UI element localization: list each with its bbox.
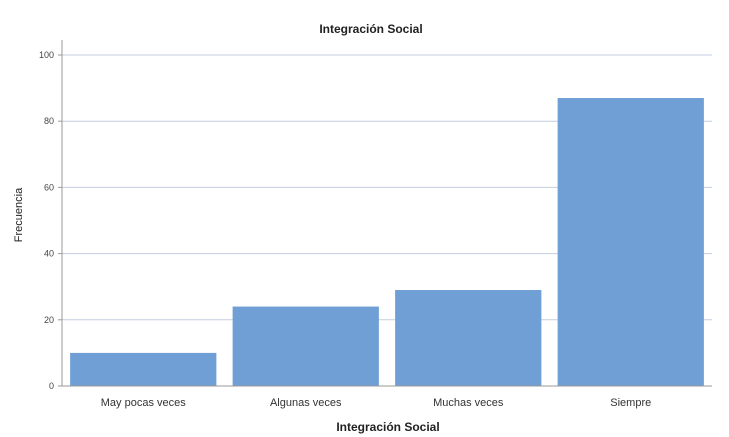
bar-1 [232, 306, 379, 386]
y-tick-label-2: 40 [44, 249, 54, 259]
y-tick-label-5: 100 [39, 50, 54, 60]
chart-title: Integración Social [319, 22, 422, 36]
x-tick-label-1: Algunas veces [270, 397, 342, 409]
bars [70, 98, 704, 386]
x-tick-label-0: May pocas veces [101, 397, 186, 409]
x-tick-label-3: Siempre [610, 397, 651, 409]
x-axis-ticks: May pocas veces Algunas veces Muchas veces… [101, 397, 651, 409]
y-axis-label: Frecuencia [13, 187, 25, 242]
y-tick-label-3: 60 [44, 182, 54, 192]
bar-3 [557, 98, 704, 386]
bar-0 [70, 352, 217, 386]
y-tick-label-0: 0 [49, 381, 54, 391]
bar-2 [395, 290, 542, 386]
y-tick-label-4: 80 [44, 116, 54, 126]
x-tick-label-2: Muchas veces [433, 397, 504, 409]
y-axis-ticks: 0 20 40 60 80 100 [39, 50, 62, 391]
x-axis-label: Integración Social [336, 420, 439, 434]
y-tick-label-1: 20 [44, 315, 54, 325]
